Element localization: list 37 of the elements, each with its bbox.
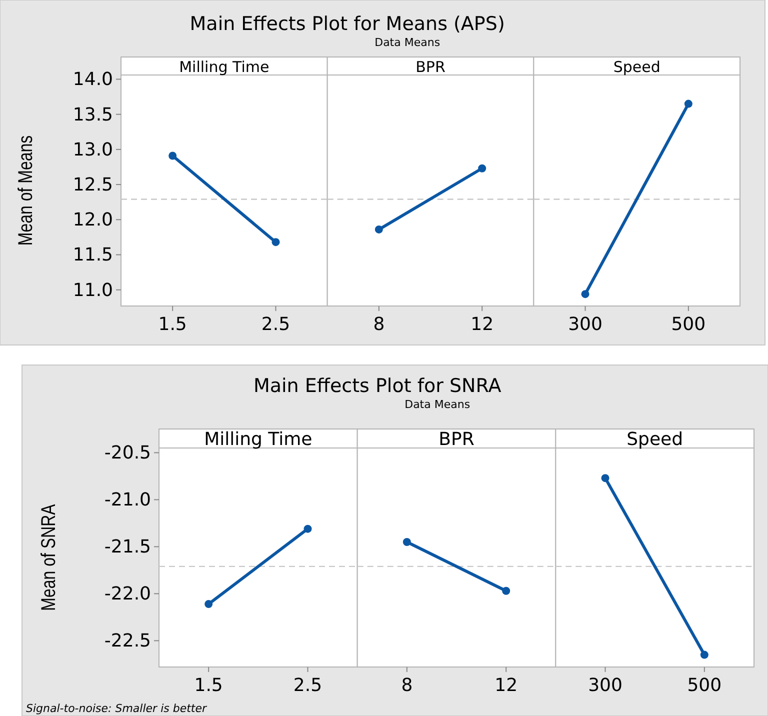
chart-title: Main Effects Plot for Means (APS) xyxy=(190,13,505,35)
x-tick-label: 500 xyxy=(687,675,722,696)
x-tick-label: 12 xyxy=(470,314,494,335)
y-tick-label: 12.0 xyxy=(72,210,113,231)
y-tick-label: -22.0 xyxy=(104,584,151,605)
x-tick-label: 500 xyxy=(671,314,706,335)
y-tick-label: -20.5 xyxy=(104,442,151,464)
y-tick-label: 11.5 xyxy=(72,244,113,266)
x-tick-label: 300 xyxy=(588,675,622,696)
chart-title: Main Effects Plot for SNRA xyxy=(253,375,502,397)
chart-subtitle: Data Means xyxy=(374,36,440,49)
x-axis-title: Speed xyxy=(613,58,660,76)
text: Signal-to-noise: Smaller is better xyxy=(26,702,208,715)
chart-subtitle: Data Means xyxy=(404,398,470,411)
x-tick-label: 12 xyxy=(494,675,518,696)
y-axis-title: Mean of Means xyxy=(14,135,36,246)
x-tick-label: 2.5 xyxy=(293,675,322,696)
y-axis-title: Mean of SNRA xyxy=(37,503,60,611)
x-axis-title: BPR xyxy=(438,429,474,450)
y-tick-label: 13.5 xyxy=(72,104,113,126)
y-tick-label: 13.0 xyxy=(72,139,113,160)
y-tick-label: 14.0 xyxy=(72,69,113,90)
y-tick-label: 11.0 xyxy=(72,280,113,301)
x-tick-label: 2.5 xyxy=(261,314,290,335)
x-tick-label: 8 xyxy=(401,675,413,696)
y-tick-label: 12.5 xyxy=(72,174,113,196)
y-tick-label: -21.5 xyxy=(104,536,151,558)
x-axis-title: Milling Time xyxy=(179,58,270,76)
y-tick-label: -21.0 xyxy=(104,490,151,511)
x-tick-label: 8 xyxy=(373,314,385,335)
x-tick-label: 1.5 xyxy=(194,675,223,696)
x-axis-title: Milling Time xyxy=(204,429,312,450)
x-axis-title: Speed xyxy=(626,429,684,450)
x-tick-label: 1.5 xyxy=(158,314,187,335)
x-tick-label: 300 xyxy=(568,314,602,335)
x-axis-title: BPR xyxy=(416,58,446,76)
y-tick-label: -22.5 xyxy=(104,630,151,652)
